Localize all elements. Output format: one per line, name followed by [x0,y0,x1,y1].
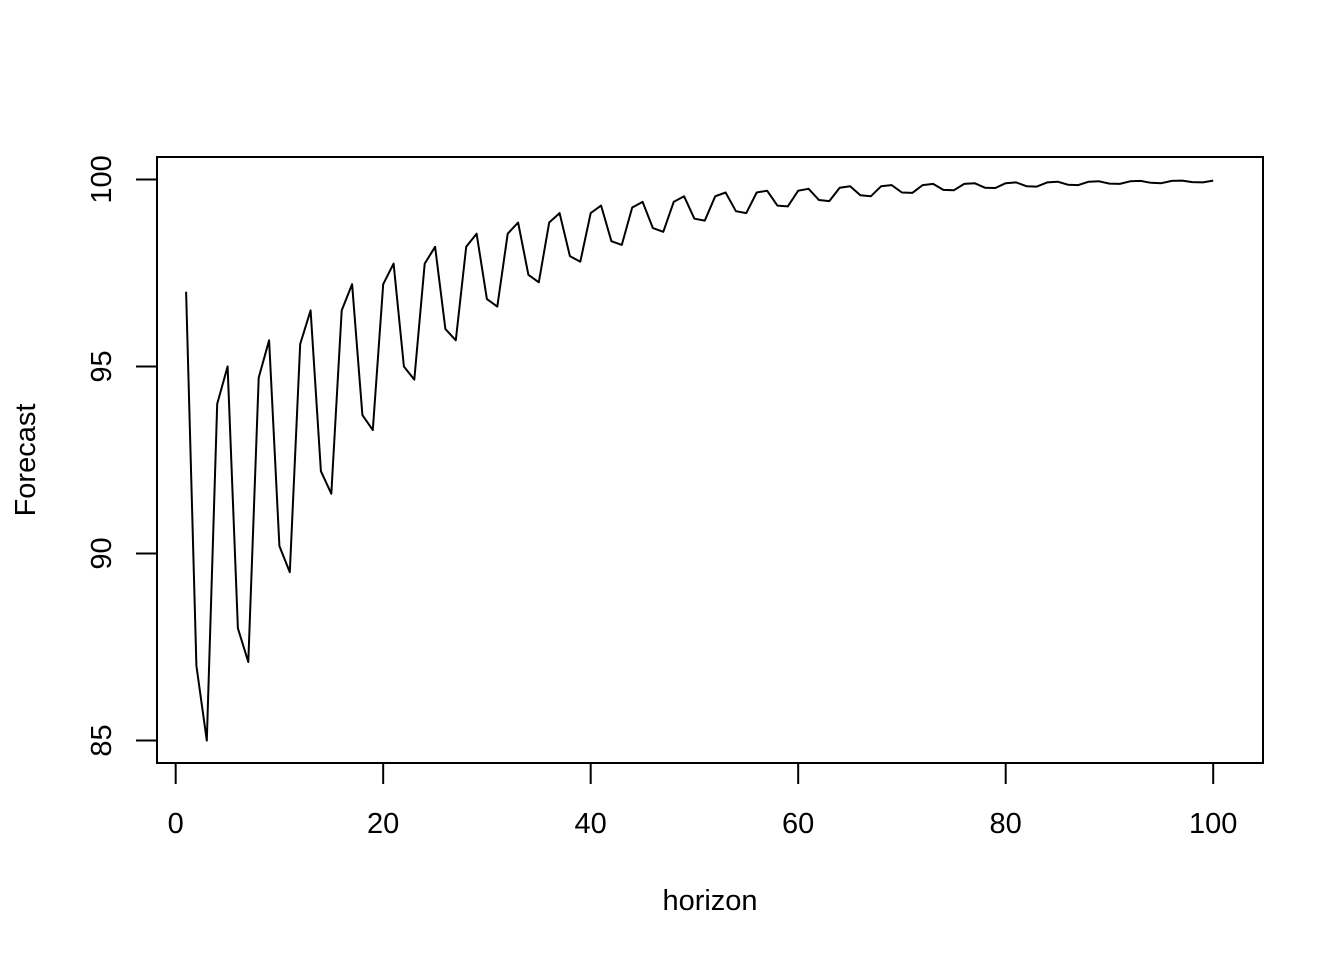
x-tick-label: 0 [168,808,184,840]
y-tick-label: 95 [86,350,118,382]
x-tick-label: 80 [990,808,1022,840]
x-axis: 0 20 40 60 80 100 [168,762,1237,840]
y-axis: 85 90 95 100 [86,155,158,757]
forecast-series-line [185,179,1214,742]
x-tick-label: 60 [782,808,814,840]
plot-frame [156,156,1264,764]
x-tick-label: 40 [575,808,607,840]
y-tick-label: 85 [86,724,118,756]
x-tick-label: 20 [367,808,399,840]
y-tick-label: 90 [86,537,118,569]
x-tick-label: 100 [1189,808,1237,840]
y-axis-title: Forecast [10,404,42,517]
x-axis-title: horizon [662,885,757,917]
y-tick-label: 100 [86,155,118,203]
